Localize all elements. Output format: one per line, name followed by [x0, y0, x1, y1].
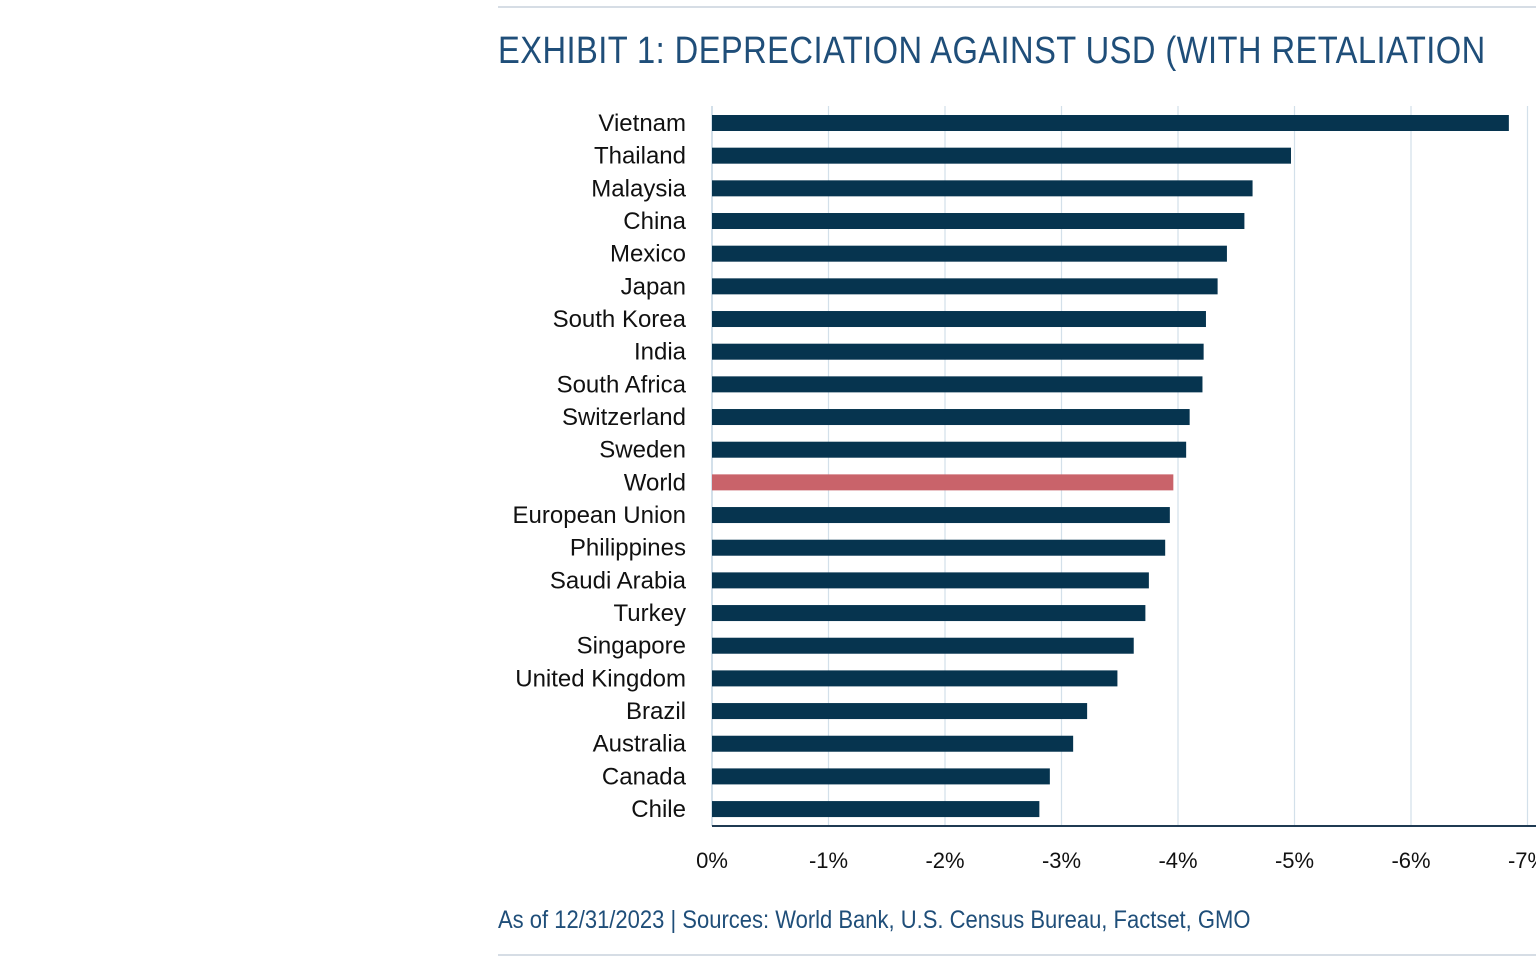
category-label: South Africa [557, 371, 687, 398]
category-label: Chile [631, 796, 686, 823]
top-divider [498, 6, 1536, 8]
category-label: Vietnam [598, 110, 686, 137]
x-tick-label: 0% [696, 848, 728, 873]
category-label: Malaysia [591, 175, 686, 202]
category-label: South Korea [553, 306, 687, 333]
category-label: Sweden [599, 437, 686, 464]
bar [712, 376, 1203, 393]
category-label: World [624, 469, 686, 496]
bar [712, 343, 1204, 360]
source-footnote: As of 12/31/2023 | Sources: World Bank, … [498, 906, 1251, 934]
bar [712, 572, 1149, 589]
category-label: Saudi Arabia [550, 567, 687, 594]
category-label: Turkey [614, 600, 686, 627]
bar [712, 441, 1187, 458]
bar [712, 539, 1166, 556]
bar [712, 637, 1134, 654]
bar [712, 213, 1245, 230]
bar [712, 147, 1292, 164]
bar [712, 605, 1146, 622]
bar [712, 311, 1206, 328]
x-tick-label: -7% [1508, 848, 1536, 873]
x-tick-label: -2% [925, 848, 964, 873]
x-tick-label: -1% [809, 848, 848, 873]
category-label: United Kingdom [515, 665, 686, 692]
x-tick-label: -3% [1042, 848, 1081, 873]
category-label: China [623, 208, 686, 235]
category-label: Canada [602, 763, 687, 790]
category-label: Mexico [610, 241, 686, 268]
category-label: Switzerland [562, 404, 686, 431]
category-label: India [634, 339, 687, 366]
bar [712, 245, 1227, 262]
bar [712, 115, 1509, 131]
category-label: European Union [513, 502, 686, 529]
category-label: Brazil [626, 698, 686, 725]
bottom-divider [498, 954, 1536, 956]
bar [712, 801, 1040, 818]
bar [712, 278, 1218, 295]
bar [712, 768, 1050, 785]
category-label: Australia [593, 731, 687, 758]
bar [712, 180, 1253, 197]
bar [712, 703, 1088, 720]
bar [712, 735, 1074, 752]
x-tick-label: -4% [1158, 848, 1197, 873]
category-label: Thailand [594, 143, 686, 170]
category-label: Singapore [577, 633, 686, 660]
category-label: Philippines [570, 535, 686, 562]
x-tick-label: -6% [1391, 848, 1430, 873]
bar [712, 409, 1190, 426]
category-label: Japan [621, 273, 686, 300]
bar [712, 670, 1118, 687]
x-tick-label: -5% [1275, 848, 1314, 873]
chart-title: EXHIBIT 1: DEPRECIATION AGAINST USD (WIT… [498, 30, 1486, 72]
bar [712, 507, 1170, 524]
bar [712, 474, 1174, 491]
